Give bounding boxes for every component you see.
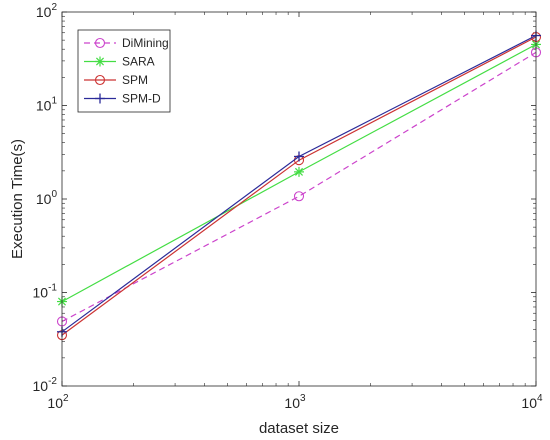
y-tick-exponent: 2 (51, 2, 57, 13)
y-tick-base: 10 (36, 4, 52, 20)
x-tick-base: 10 (521, 395, 537, 411)
data-point-spm-d (294, 151, 304, 162)
x-tick-exponent: 4 (537, 393, 543, 404)
series-line-dimining (61, 51, 537, 323)
x-tick-base: 10 (47, 395, 63, 411)
legend-marker-dimining (94, 37, 106, 49)
legend-label-spm: SPM (122, 73, 148, 87)
y-axis-title: Execution Time(s) (9, 139, 26, 259)
y-tick-label: 10-1 (33, 283, 58, 301)
y-tick-exponent: -1 (48, 283, 57, 294)
legend-marker-spm (94, 74, 106, 86)
legend-label-spm-d: SPM-D (122, 92, 161, 106)
data-point-dimining (293, 191, 305, 202)
y-tick-base: 10 (36, 191, 52, 207)
plot-frame (61, 11, 537, 387)
legend-marker-spm-d (95, 93, 105, 104)
y-tick-label: 100 (36, 189, 58, 207)
data-point-sara (294, 166, 304, 177)
x-tick-label: 102 (47, 393, 69, 411)
x-tick-exponent: 2 (63, 393, 69, 404)
x-axis-title: dataset size (259, 420, 339, 437)
x-tick-base: 10 (284, 395, 300, 411)
y-tick-base: 10 (33, 378, 49, 394)
legend-label-sara: SARA (122, 55, 155, 69)
y-tick-exponent: -2 (48, 376, 57, 387)
y-tick-label: 10-2 (33, 376, 58, 394)
legend-marker-sara (95, 56, 105, 67)
x-tick-label: 103 (284, 393, 306, 411)
y-tick-base: 10 (33, 285, 49, 301)
y-tick-exponent: 0 (51, 189, 57, 200)
x-tick-exponent: 3 (300, 393, 306, 404)
y-tick-label: 102 (36, 2, 58, 20)
y-tick-base: 10 (36, 98, 52, 114)
x-tick-label: 104 (521, 393, 543, 411)
y-tick-label: 101 (36, 96, 58, 114)
y-tick-exponent: 1 (51, 96, 57, 107)
legend-label-dimining: DiMining (122, 36, 169, 50)
